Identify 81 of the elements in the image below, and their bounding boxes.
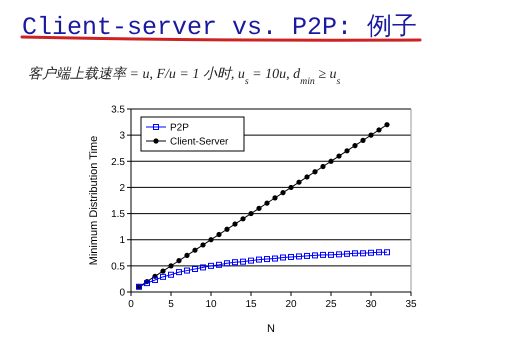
point [240,216,246,222]
point [376,127,382,133]
point [312,252,318,258]
point [352,250,358,256]
point [288,254,294,260]
point [368,250,374,256]
x-tick-label: 25 [325,299,337,310]
point [360,250,366,256]
point [176,258,182,264]
y-tick-label: 3.5 [111,104,126,116]
x-tick-label: 20 [285,299,297,310]
y-tick-label: 2 [119,182,126,194]
x-tick-label: 5 [168,299,174,310]
point [320,252,326,258]
point [288,184,294,190]
point [152,276,158,283]
chart-subtitle: 客户端上载速率 = u, F/u = 1 小时, u$_{s}$ = 10u, d$_{min}$ ≥ u$_{s}$ [28,66,341,86]
point [336,251,342,258]
y-tick-label: 2.5 [111,156,126,168]
point [280,190,286,196]
point [304,174,310,180]
point [168,272,174,278]
point [176,269,182,276]
point [216,232,222,238]
point [232,259,238,266]
y-tick-label: 3 [119,130,126,142]
point [200,242,206,248]
point [160,274,166,280]
point [224,226,230,232]
point [296,180,302,185]
point [248,210,254,216]
point [184,268,190,274]
x-tick-label: 0 [128,299,134,310]
y-tick-label: 0.5 [111,261,126,272]
y-tick-label: 0 [119,288,126,298]
y-tick-label: 1 [119,235,126,246]
x-tick-label: 35 [405,299,417,310]
legend-label: Client-Server [170,136,230,148]
x-tick-label: 10 [205,299,217,310]
x-axis-title: N [267,323,276,335]
point [256,256,262,263]
y-axis-title: Minimum Distribution Time [88,136,100,266]
point [320,164,326,170]
legend-label: P2P [170,122,190,134]
point [360,138,366,143]
point [328,158,334,164]
point [216,262,222,268]
point [272,195,278,200]
chart-title: Client-server vs. P2P: 例子 [22,13,418,42]
point [192,248,198,253]
point [224,260,230,266]
point [296,253,302,260]
point [272,256,278,262]
point [256,206,262,211]
point [192,266,198,272]
point [232,221,238,227]
point [344,148,350,154]
point [312,169,318,174]
point [384,249,390,256]
point [336,153,342,159]
point [200,264,206,270]
point [304,252,310,259]
x-tick-label: 15 [245,299,257,310]
point [328,252,334,258]
point [168,263,174,268]
point [264,256,270,262]
point [184,252,190,258]
point [240,258,246,265]
x-tick-label: 30 [365,299,377,310]
point [264,200,270,206]
point [344,250,350,257]
point [376,249,382,256]
point [384,122,390,128]
point [160,268,166,274]
point [248,258,254,264]
point [352,143,358,148]
point [208,237,214,242]
y-tick-label: 1.5 [111,209,126,220]
point [208,262,214,269]
point [368,132,374,138]
point [280,254,286,260]
